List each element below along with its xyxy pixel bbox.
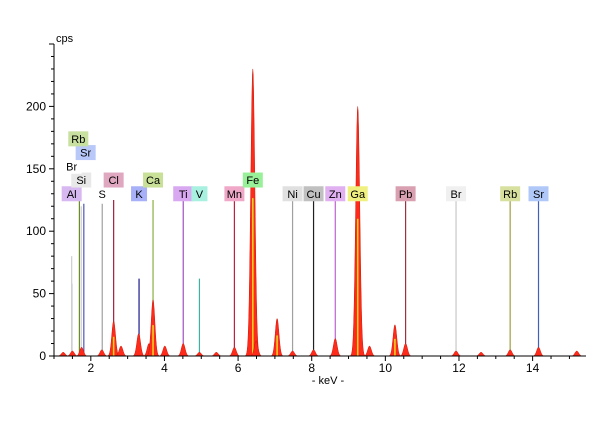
x-tick-label: 12 (452, 361, 466, 375)
element-label-text: Fe (246, 175, 259, 187)
element-label-text: Sr (80, 148, 91, 160)
element-label-fe: Fe (242, 172, 263, 188)
element-label-text: Zn (329, 189, 342, 201)
element-label-rb: Rb (68, 131, 89, 147)
element-label-text: V (196, 189, 204, 201)
element-label-text: Pb (399, 189, 412, 201)
y-tick-label: 0 (39, 349, 46, 363)
element-label-box (61, 186, 82, 202)
x-tick-label: 6 (235, 361, 242, 375)
element-label-box (325, 186, 346, 202)
element-label-box (528, 186, 549, 202)
element-label-box (68, 131, 89, 147)
element-label-text: Cu (307, 189, 321, 201)
spectrum-peak (502, 349, 518, 357)
element-label-text: Sr (533, 189, 544, 201)
element-label-cu: Cu (303, 186, 324, 202)
spectrum-peak (569, 350, 585, 357)
element-label-box (347, 186, 368, 202)
element-label-mn: Mn (224, 186, 245, 202)
element-label-text: Mn (227, 189, 242, 201)
element-label-ga: Ga (347, 186, 368, 202)
x-tick-label: 8 (308, 361, 315, 375)
spectrum-peak (130, 333, 147, 357)
spectrum-peak (531, 346, 546, 357)
y-tick-label: 150 (26, 162, 46, 176)
x-tick-label: 10 (379, 361, 393, 375)
element-label-ni: Ni (282, 186, 303, 202)
element-label-text: Rb (71, 134, 85, 146)
y-axis-ticks: 0 50 100 150 200 (26, 43, 54, 363)
element-label-box (303, 186, 324, 202)
x-axis-title: - keV - (312, 375, 345, 387)
element-label-box (75, 145, 96, 161)
element-label-text: Br (451, 189, 462, 201)
spectrum-peak (175, 343, 191, 357)
element-label-box (282, 186, 303, 202)
element-label-sr: Sr (75, 145, 96, 161)
spectrum-peak (327, 338, 343, 357)
spectrum-peak (398, 343, 413, 357)
element-label-text: K (135, 189, 143, 201)
element-label-sr: Sr (528, 186, 549, 202)
element-label-br: Br (61, 158, 82, 174)
element-label-text: Ti (179, 189, 188, 201)
spectrum-peak (94, 349, 110, 357)
element-label-ti: Ti (173, 186, 194, 202)
x-axis-ticks: 2 4 6 8 10 12 14 (53, 356, 570, 375)
element-label-s: S (94, 186, 111, 202)
element-label-box (61, 158, 82, 174)
spectrum-peak (157, 345, 173, 357)
element-label-box (500, 186, 521, 202)
y-tick-label: 50 (33, 287, 47, 301)
spectrum-peak (473, 352, 489, 357)
x-tick-label: 14 (526, 361, 540, 375)
spectrum-peak (306, 349, 321, 357)
spectrum-peak (227, 346, 242, 357)
element-label-box (71, 172, 92, 188)
element-label-text: Si (76, 175, 86, 187)
element-label-text: S (99, 189, 106, 201)
element-label-k: K (131, 186, 148, 202)
element-label-box (191, 186, 208, 202)
x-tick-label: 2 (87, 361, 94, 375)
element-label-zn: Zn (325, 186, 346, 202)
element-label-text: Ga (350, 189, 366, 201)
element-label-rb: Rb (500, 186, 521, 202)
spectrum-peak (285, 350, 300, 357)
y-axis-title: cps (56, 33, 74, 45)
element-label-text: Ni (287, 189, 297, 201)
element-label-pb: Pb (395, 186, 416, 202)
element-label-box (224, 186, 245, 202)
element-label-box (94, 186, 111, 202)
element-label-text: Al (67, 189, 77, 201)
element-label-text: Cl (108, 175, 118, 187)
element-label-box (131, 186, 148, 202)
spectrum-peak (192, 352, 207, 357)
element-label-ca: Ca (143, 172, 164, 188)
y-tick-label: 200 (26, 99, 46, 113)
x-tick-label: 4 (161, 361, 168, 375)
element-label-box (395, 186, 416, 202)
element-label-cl: Cl (103, 172, 124, 188)
element-label-al: Al (61, 186, 82, 202)
y-tick-label: 100 (26, 224, 46, 238)
element-label-si: Si (71, 172, 92, 188)
element-label-text: Rb (503, 189, 517, 201)
element-label-text: Br (66, 161, 77, 173)
element-label-br: Br (446, 186, 467, 202)
spectrum-peak (448, 350, 464, 357)
spectrum-peak (74, 346, 89, 357)
element-label-box (446, 186, 467, 202)
element-label-box (173, 186, 194, 202)
element-label-v: V (191, 186, 208, 202)
element-label-box (103, 172, 124, 188)
element-label-box (143, 172, 164, 188)
spectrum-peak (208, 352, 224, 357)
element-label-text: Ca (146, 175, 161, 187)
element-label-box (242, 172, 263, 188)
